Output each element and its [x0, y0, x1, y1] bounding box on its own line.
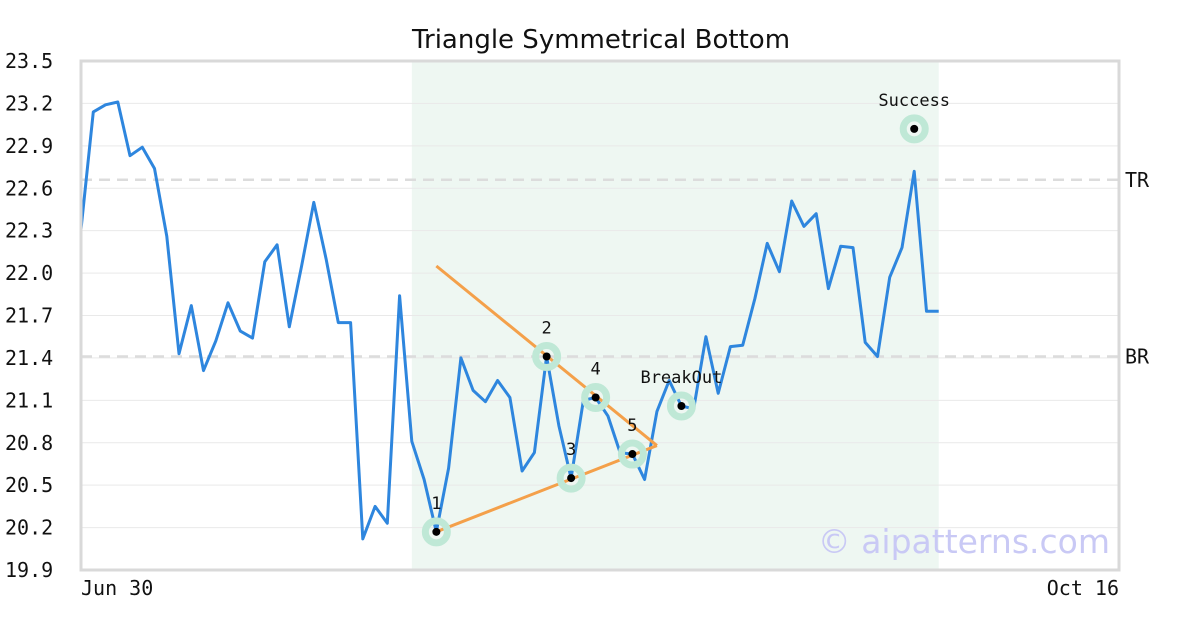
- y-tick-label: 21.1: [5, 388, 53, 412]
- point-label-breakout: BreakOut: [640, 368, 722, 388]
- y-tick-label: 21.7: [5, 304, 53, 328]
- point-dot-4: [591, 393, 600, 402]
- point-ring-1: [421, 517, 451, 547]
- chart-title: Triangle Symmetrical Bottom: [411, 25, 790, 55]
- price-line: [79, 100, 939, 541]
- pattern-points: 1 2 3 4 5 BreakOut Success: [421, 91, 950, 547]
- point-dot-breakout: [677, 401, 686, 410]
- reference-lines: TR BR: [81, 168, 1150, 369]
- y-tick-label: 22.3: [5, 219, 53, 243]
- point-label-success: Success: [878, 91, 950, 111]
- y-tick-label: 20.5: [5, 473, 53, 497]
- point-label-1: 1: [431, 494, 441, 514]
- point-label-3: 3: [566, 440, 576, 460]
- y-tick-label: 23.2: [5, 91, 53, 115]
- y-tick-label: 22.0: [5, 261, 53, 285]
- point-dot-5: [628, 450, 637, 459]
- point-ring-5: [617, 439, 647, 469]
- y-tick-label: 20.2: [5, 516, 53, 540]
- point-label-2: 2: [541, 319, 551, 339]
- plot-frame: [79, 59, 1121, 572]
- x-tick-end: Oct 16: [1047, 576, 1119, 600]
- point-label-5: 5: [627, 416, 637, 436]
- y-axis-ticks: 19.9 20.2 20.5 20.8 21.1 21.4 21.7 22.0 22.3 22.6…: [5, 49, 53, 582]
- point-label-4: 4: [591, 360, 601, 380]
- y-tick-label: 22.9: [5, 134, 53, 158]
- y-tick-label: 21.4: [5, 346, 53, 370]
- point-dot-3: [567, 474, 576, 483]
- reference-label-tr: TR: [1125, 168, 1150, 192]
- watermark: © aipatterns.com: [818, 522, 1110, 561]
- y-tick-label: 23.5: [5, 49, 53, 73]
- point-ring-3: [556, 463, 586, 493]
- x-tick-start: Jun 30: [81, 576, 153, 600]
- point-ring-success: [899, 114, 929, 144]
- point-ring-2: [532, 342, 562, 372]
- y-tick-label: 19.9: [5, 558, 53, 582]
- grid-lines: [81, 102, 1119, 529]
- point-ring-4: [581, 383, 611, 413]
- point-dot-1: [432, 527, 441, 536]
- point-dot-2: [542, 352, 551, 361]
- y-tick-label: 20.8: [5, 431, 53, 455]
- y-tick-label: 22.6: [5, 176, 53, 200]
- point-ring-breakout: [666, 391, 696, 421]
- reference-label-br: BR: [1125, 345, 1150, 369]
- point-dot-success: [910, 124, 919, 133]
